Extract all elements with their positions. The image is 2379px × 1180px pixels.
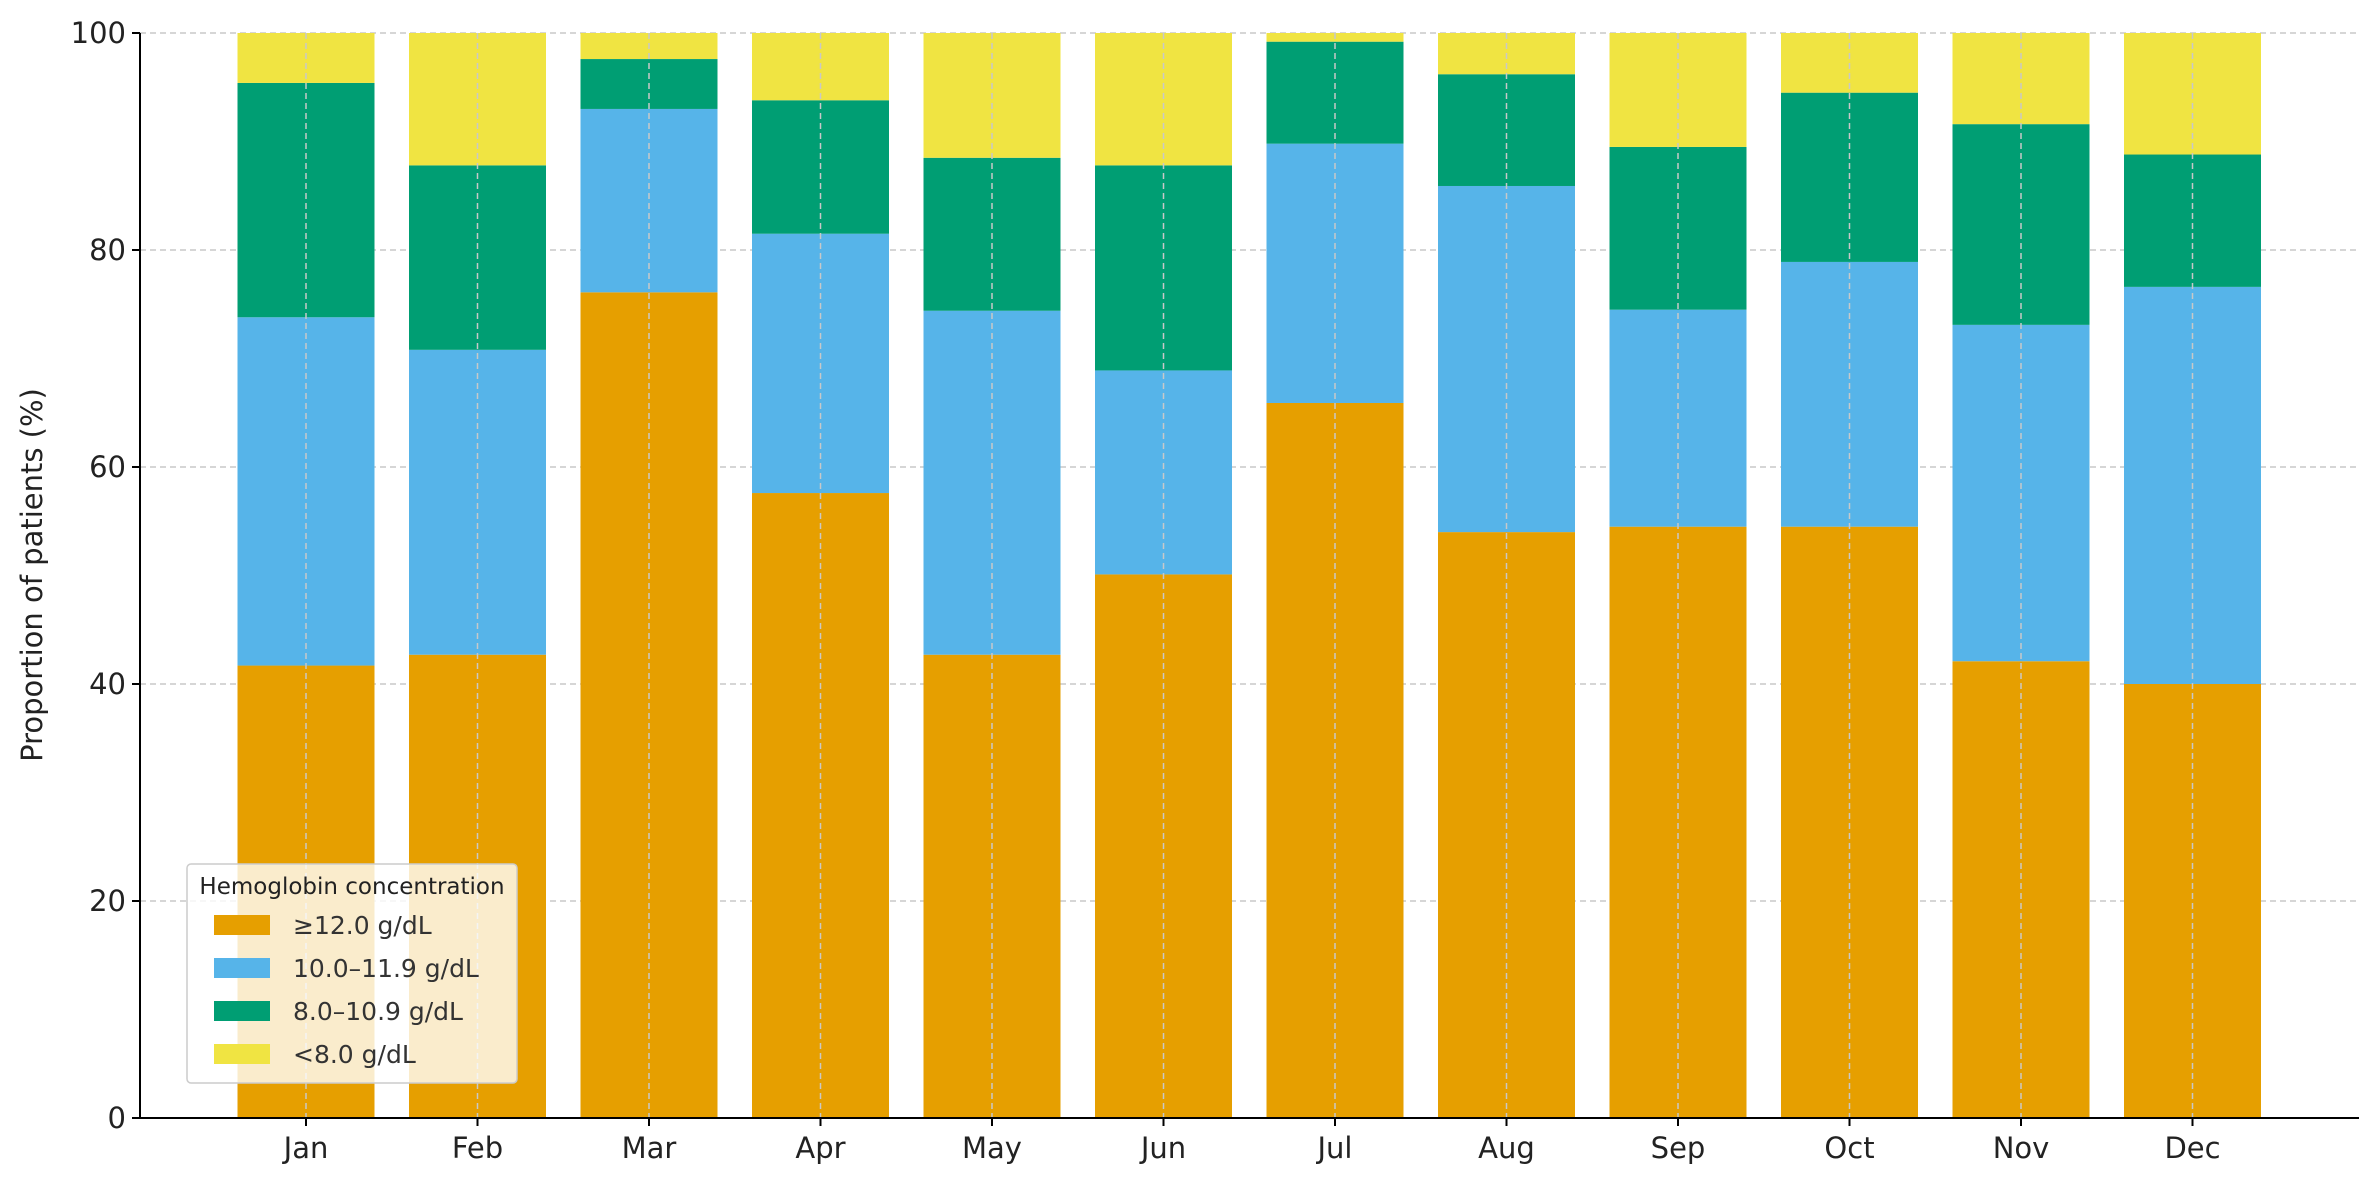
- x-tick-label: May: [962, 1131, 1022, 1165]
- x-tick-label: Aug: [1478, 1131, 1535, 1165]
- legend-swatch: [214, 915, 270, 935]
- bars: [237, 33, 2261, 1118]
- y-axis-label: Proportion of patients (%): [15, 388, 49, 762]
- x-tick-label: Oct: [1824, 1131, 1874, 1165]
- x-tick-label: Nov: [1993, 1131, 2050, 1165]
- x-tick-label: Jul: [1316, 1131, 1353, 1165]
- x-tick-label: Jun: [1139, 1131, 1186, 1165]
- legend-label: ≥12.0 g/dL: [293, 911, 432, 940]
- x-tick-label: Apr: [795, 1131, 845, 1165]
- bar-segment: [580, 108, 718, 293]
- bar-segment: [1438, 74, 1575, 186]
- axes: [132, 32, 2359, 1126]
- bar-segment: [1266, 402, 1404, 1118]
- bar-segment: [2124, 684, 2261, 1118]
- y-tick-label: 20: [89, 884, 126, 918]
- y-tick-label: 60: [89, 450, 126, 484]
- y-tick-label: 0: [108, 1101, 126, 1135]
- x-tick-label: Jan: [282, 1131, 329, 1165]
- legend-swatch: [214, 1001, 270, 1021]
- bar-segment: [1952, 661, 2090, 1118]
- y-tick-label: 100: [71, 16, 126, 50]
- y-tick-label: 40: [89, 667, 126, 701]
- vertical-gridlines: [305, 33, 2194, 1118]
- tick-labels: 0 20 40 60 80 100 Jan Feb Mar Apr May Jun Jul Aug Sep O…: [71, 16, 2221, 1165]
- bar-segment: [1609, 33, 1747, 147]
- y-tick-label: 80: [89, 233, 126, 267]
- x-tick-label: Mar: [622, 1131, 677, 1165]
- legend: Hemoglobin concentration ≥12.0 g/dL 10.0–…: [186, 863, 518, 1084]
- legend-swatch: [214, 1044, 270, 1064]
- legend-label: 10.0–11.9 g/dL: [293, 954, 479, 983]
- legend-title: Hemoglobin concentration: [199, 874, 504, 900]
- legend-swatch: [214, 958, 270, 978]
- bar-segment: [1781, 33, 1918, 93]
- x-tick-label: Feb: [452, 1131, 503, 1165]
- x-tick-label: Sep: [1651, 1131, 1706, 1165]
- x-tick-label: Dec: [2164, 1131, 2220, 1165]
- legend-label: 8.0–10.9 g/dL: [293, 997, 463, 1026]
- legend-label: <8.0 g/dL: [293, 1040, 416, 1069]
